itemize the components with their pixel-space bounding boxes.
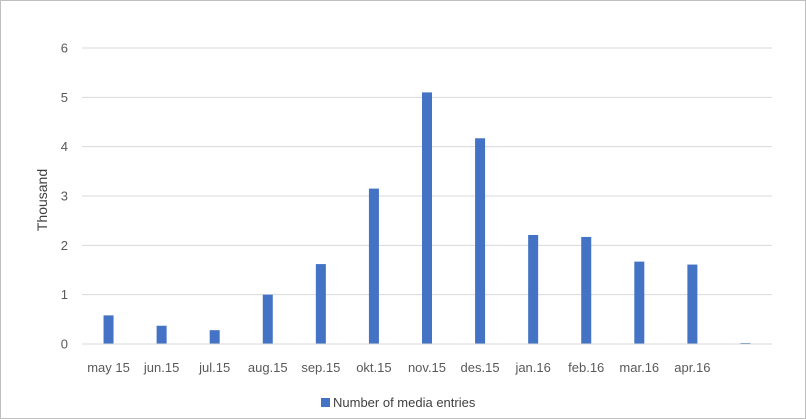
x-tick-label: sep.15	[301, 360, 340, 375]
x-tick-label: feb.16	[568, 360, 604, 375]
bars	[103, 92, 751, 345]
bar-apr-16	[687, 264, 698, 344]
x-axis-tick-labels: may 15 jun.15 jul.15 aug.15 sep.15 okt.15 nov.…	[87, 360, 710, 375]
x-tick-label: jul.15	[198, 360, 230, 375]
y-tick-label: 6	[61, 41, 68, 56]
bar-okt-15	[368, 188, 379, 344]
bar-sep-15	[315, 264, 326, 344]
x-tick-label: jun.15	[143, 360, 179, 375]
bar-aug-15	[262, 294, 273, 344]
x-tick-label: aug.15	[248, 360, 288, 375]
x-tick-label: okt.15	[356, 360, 391, 375]
legend-swatch	[321, 398, 330, 407]
bar-jul-15	[209, 330, 220, 344]
y-axis-tick-labels: 0 1 2 3 4 5 6	[61, 41, 68, 352]
y-axis-title: Thousand	[34, 169, 50, 231]
legend: Number of media entries	[321, 395, 476, 410]
x-tick-label: nov.15	[408, 360, 446, 375]
bar-jan-16	[528, 234, 539, 344]
legend-label: Number of media entries	[333, 395, 476, 410]
bar-mar-16	[634, 261, 645, 344]
bar-jun-15	[156, 325, 167, 344]
y-tick-label: 2	[61, 238, 68, 253]
x-tick-label: jan.16	[514, 360, 550, 375]
bar-des-15	[475, 138, 486, 344]
x-tick-label: des.15	[461, 360, 500, 375]
x-tick-label: mar.16	[619, 360, 659, 375]
x-tick-label: may 15	[87, 360, 130, 375]
y-tick-label: 3	[61, 189, 68, 204]
bar-feb-16	[581, 236, 592, 344]
y-tick-label: 1	[61, 287, 68, 302]
bar-may-15	[103, 315, 114, 344]
bar-nov-15	[422, 92, 432, 345]
y-tick-label: 5	[61, 90, 68, 105]
x-tick-label: apr.16	[674, 360, 710, 375]
y-tick-label: 0	[61, 337, 68, 352]
y-tick-label: 4	[61, 139, 68, 154]
